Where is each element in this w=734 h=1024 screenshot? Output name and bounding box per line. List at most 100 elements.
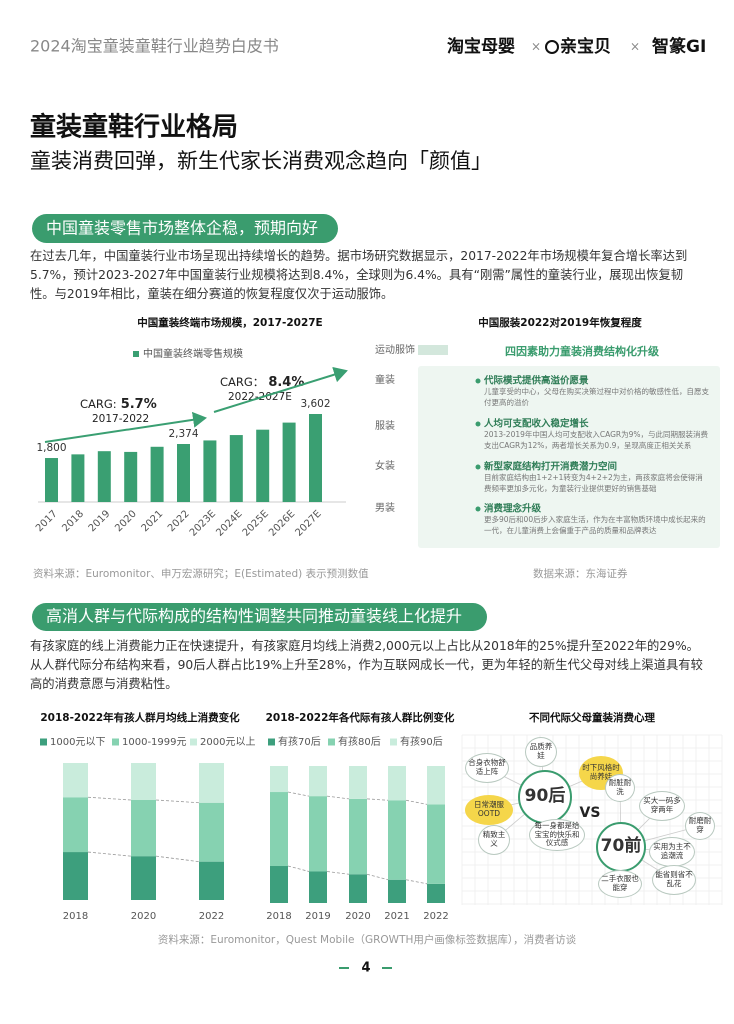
item-bubble: 耐脏耐洗 xyxy=(605,774,635,802)
x-tick-label: 2021 xyxy=(384,911,409,922)
vs-label: VS xyxy=(580,805,601,821)
bar-segment xyxy=(427,766,445,805)
paragraph: 在过去几年，中国童装行业市场呈现出持续增长的趋势。据市场研究数据显示，2017-… xyxy=(30,249,688,301)
legend-swatch xyxy=(40,738,47,746)
logo: 淘宝母婴 xyxy=(447,36,515,57)
x-tick-label: 2020 xyxy=(345,911,370,922)
connector xyxy=(326,795,350,800)
chart-title: 2018-2022年各代际有孩人群比例变化 xyxy=(266,711,455,724)
trend-arrow xyxy=(213,366,348,413)
item-bubble: 能省则省不乱花 xyxy=(652,865,696,895)
chart-title: 2018-2022年有孩人群月均线上消费变化 xyxy=(40,711,240,724)
bar xyxy=(203,440,217,502)
connector xyxy=(405,879,428,885)
logo-icon xyxy=(545,40,559,54)
source-note: 资料来源：Euromonitor、申万宏源研究；E(Estimated) 表示预… xyxy=(33,567,369,580)
annotation-rate: 8.4% xyxy=(268,375,304,390)
item-bubble: 时下风格时尚养娃 xyxy=(579,756,623,790)
item-text: 目前家庭结构由1+2+1转变为4+2+2为主，两孩家庭将会使得消费频率更加多元化… xyxy=(484,473,703,493)
bar xyxy=(150,446,164,502)
bar xyxy=(282,422,296,502)
bar-segment xyxy=(270,792,288,867)
legend-label: 有孩80后 xyxy=(338,735,381,748)
logo: 智篆GI xyxy=(652,36,706,57)
x-tick-label: 2017 xyxy=(34,508,60,534)
bar xyxy=(97,451,111,502)
header-title: 2024淘宝童装童鞋行业趋势白皮书 xyxy=(30,37,279,56)
item-text: 2013-2019年中国人均可支配收入CAGR为9%，与此同期服装消费支出CAG… xyxy=(484,430,709,450)
item-bubble: 合身衣物舒适上阵 xyxy=(465,753,509,783)
category-label: 童装 xyxy=(375,373,395,386)
annotation-period: 2017-2022 xyxy=(92,413,149,425)
page-number: 4 xyxy=(361,961,370,976)
bar xyxy=(45,458,58,502)
bar-segment xyxy=(199,763,224,803)
bar xyxy=(124,451,138,502)
connector xyxy=(287,865,310,872)
bar-segment xyxy=(309,796,327,872)
item-bubble: 实用为主不追潮流 xyxy=(649,837,695,867)
trend-arrow xyxy=(44,411,207,443)
annotation-rate: 5.7% xyxy=(121,397,157,412)
connector xyxy=(366,873,389,881)
legend-label: 有孩70后 xyxy=(278,735,321,748)
connector xyxy=(155,799,200,804)
annotation-label: CARG: xyxy=(80,397,117,411)
bar-segment xyxy=(131,799,156,857)
bar-segment xyxy=(199,861,224,900)
x-tick-label: 2019 xyxy=(87,508,113,534)
bar-segment xyxy=(270,866,288,903)
bar-segment xyxy=(388,879,406,903)
annotation-label: CARG： xyxy=(220,375,264,389)
bar-segment xyxy=(131,763,156,800)
bar-segment xyxy=(388,800,406,880)
section-pill xyxy=(32,214,338,243)
x-tick-label: 2022 xyxy=(423,911,448,922)
bullet xyxy=(475,464,481,470)
bar-segment xyxy=(349,766,367,799)
bar-segment xyxy=(349,874,367,903)
bar xyxy=(229,435,243,502)
bar-segment xyxy=(131,856,156,900)
chart-title: 中国服装2022对2019年恢复程度 xyxy=(478,316,642,329)
bullet xyxy=(475,421,481,427)
chart-title: 中国童装终端市场规模，2017-2027E xyxy=(137,316,322,329)
connector xyxy=(366,798,389,801)
item-heading: 人均可支配收入稳定增长 xyxy=(484,418,589,430)
value-label: 3,602 xyxy=(300,398,330,410)
item-heading: 消费理念升级 xyxy=(484,503,542,515)
legend-label: 2000元以上 xyxy=(200,736,255,748)
x-tick-label: 2018 xyxy=(63,911,88,922)
item-heading: 代际模式提供高溢价愿景 xyxy=(483,375,589,387)
section-heading: 高消人群与代际构成的结构性调整共同推动童装线上化提升 xyxy=(46,607,462,626)
x-tick-label: 2023E xyxy=(188,508,218,538)
item-bubble: 品质养娃 xyxy=(525,737,557,767)
item-bubble: 日常潮服OOTD xyxy=(465,795,513,825)
item-text: 更多90后和00后步入家庭生活，作为在丰富物质环境中成长起来的一代，在儿童消费上… xyxy=(484,515,706,535)
connector xyxy=(87,796,132,801)
bar xyxy=(71,454,85,502)
legend-swatch xyxy=(390,738,397,746)
logo-separator: × xyxy=(630,40,640,54)
chart-title: 不同代际父母童装消费心理 xyxy=(529,711,655,724)
bar xyxy=(256,429,270,502)
legend-label: 1000-1999元 xyxy=(122,737,187,748)
legend-swatch xyxy=(190,738,197,746)
bar-segment xyxy=(63,763,88,798)
group-bubble: 90后 xyxy=(518,770,572,824)
overlay-title: 四因素助力童装消费结构化升级 xyxy=(505,344,660,358)
category-label: 运动服饰 xyxy=(375,343,415,356)
bar-segment xyxy=(63,852,88,900)
legend-swatch xyxy=(133,351,139,357)
bar-segment xyxy=(388,766,406,801)
connector xyxy=(155,855,200,863)
connector xyxy=(405,799,428,805)
value-label: 1,800 xyxy=(36,442,66,454)
bar-segment xyxy=(199,802,224,862)
source-note: 资料来源：Euromonitor，Quest Mobile（GROWTH用户画像… xyxy=(158,933,577,946)
bullet xyxy=(475,378,481,384)
x-tick-label: 2021 xyxy=(140,508,166,534)
